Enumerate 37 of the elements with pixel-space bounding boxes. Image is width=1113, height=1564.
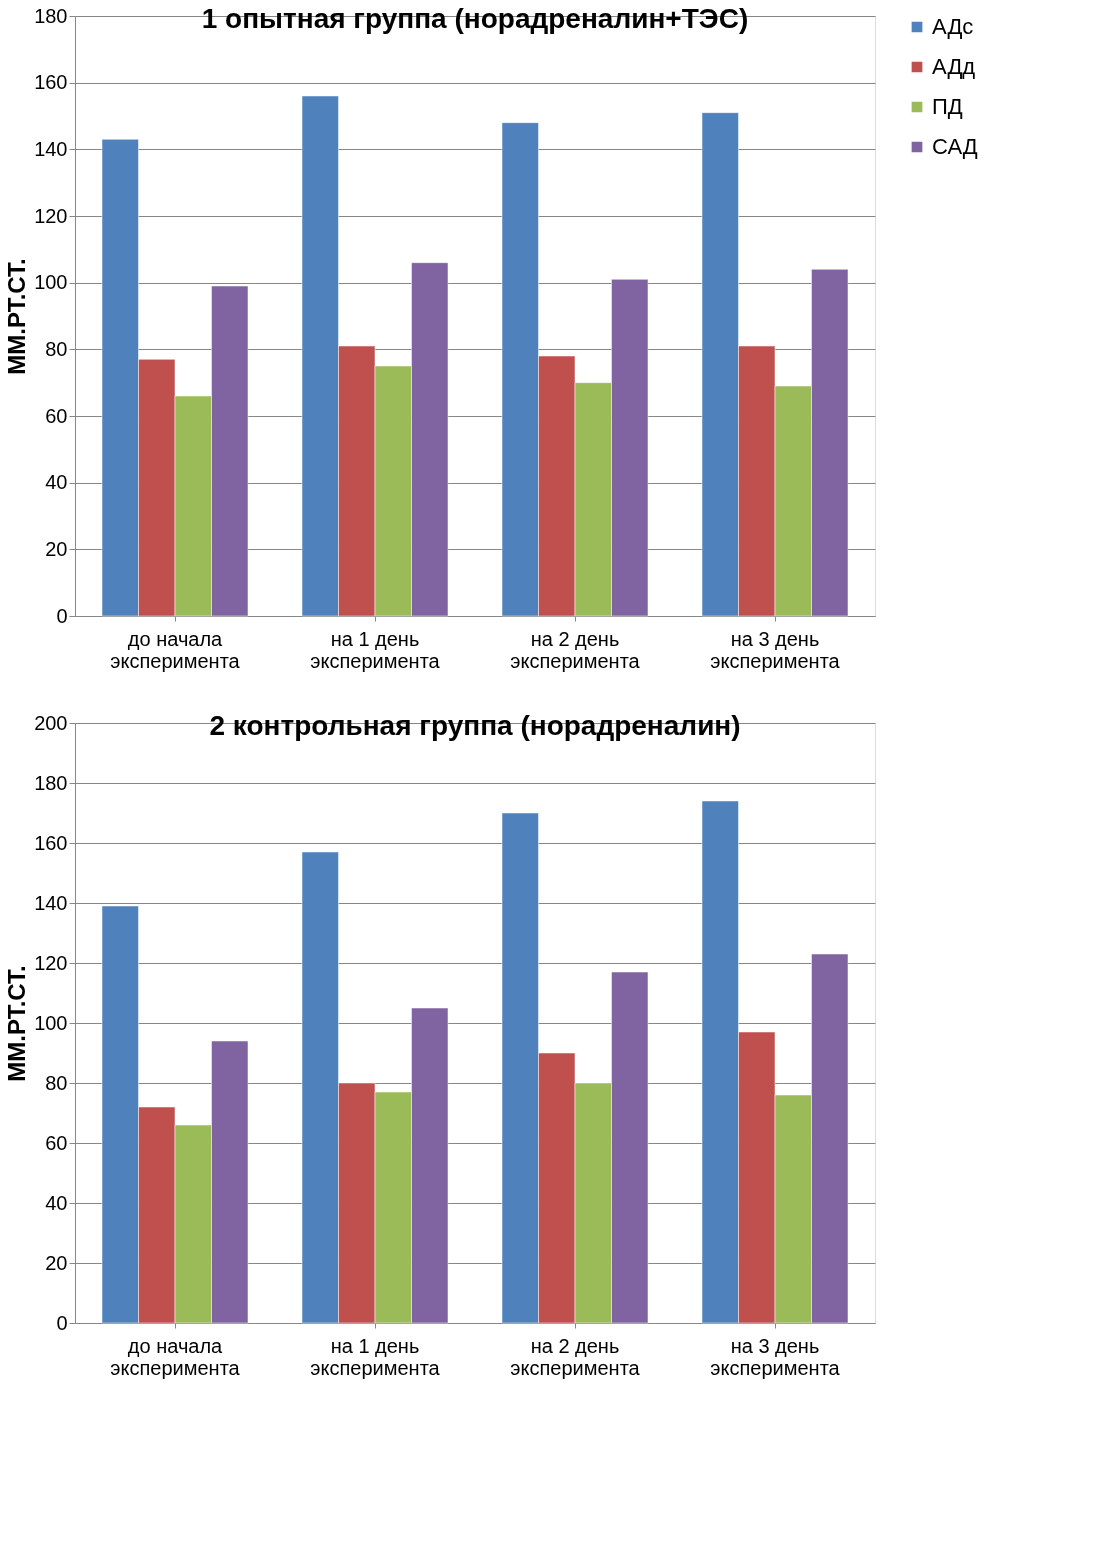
y-axis-title: ММ.РТ.СТ. bbox=[3, 258, 31, 375]
legend-label: АДд bbox=[932, 54, 976, 79]
y-tick-label: 60 bbox=[45, 404, 68, 427]
x-tick-label: на 1 день эксперимента bbox=[310, 627, 441, 672]
y-tick-label: 0 bbox=[56, 1311, 68, 1334]
legend-label: АДс bbox=[932, 14, 974, 39]
y-tick-label: 100 bbox=[34, 271, 68, 294]
x-tick-label: до начала эксперимента bbox=[110, 627, 241, 672]
y-tick-label: 180 bbox=[34, 4, 68, 27]
y-tick-label: 160 bbox=[34, 71, 68, 94]
y-tick-label: 40 bbox=[45, 1191, 68, 1214]
y-tick-label: 20 bbox=[45, 537, 68, 560]
y-tick-label: 180 bbox=[34, 771, 68, 794]
x-tick-label: на 3 день эксперимента bbox=[710, 1334, 841, 1379]
y-tick-label: 140 bbox=[34, 137, 68, 160]
y-tick-label: 160 bbox=[34, 831, 68, 854]
y-tick-label: 80 bbox=[45, 337, 68, 360]
chart-title: 2 контрольная группа (норадреналин) bbox=[209, 710, 741, 741]
y-tick-label: 20 bbox=[45, 1251, 68, 1274]
chart-title: 1 опытная группа (норадреналин+ТЭС) bbox=[201, 3, 749, 34]
y-tick-label: 80 bbox=[45, 1071, 68, 1094]
x-tick-label: на 1 день эксперимента bbox=[310, 1334, 441, 1379]
legend-label: САД bbox=[932, 134, 978, 159]
x-tick-label: на 3 день эксперимента bbox=[710, 627, 841, 672]
x-tick-label: на 2 день эксперимента bbox=[510, 1334, 641, 1379]
y-tick-label: 40 bbox=[45, 471, 68, 494]
y-tick-label: 0 bbox=[56, 604, 68, 627]
y-tick-label: 200 bbox=[34, 711, 68, 734]
x-tick-label: до начала эксперимента bbox=[110, 1334, 241, 1379]
y-tick-label: 60 bbox=[45, 1131, 68, 1154]
y-tick-label: 140 bbox=[34, 891, 68, 914]
y-tick-label: 120 bbox=[34, 204, 68, 227]
x-tick-label: на 2 день эксперимента bbox=[510, 627, 641, 672]
y-tick-label: 120 bbox=[34, 951, 68, 974]
y-axis-title: ММ.РТ.СТ. bbox=[3, 965, 31, 1082]
y-tick-label: 100 bbox=[34, 1011, 68, 1034]
legend-label: ПД bbox=[932, 94, 963, 119]
